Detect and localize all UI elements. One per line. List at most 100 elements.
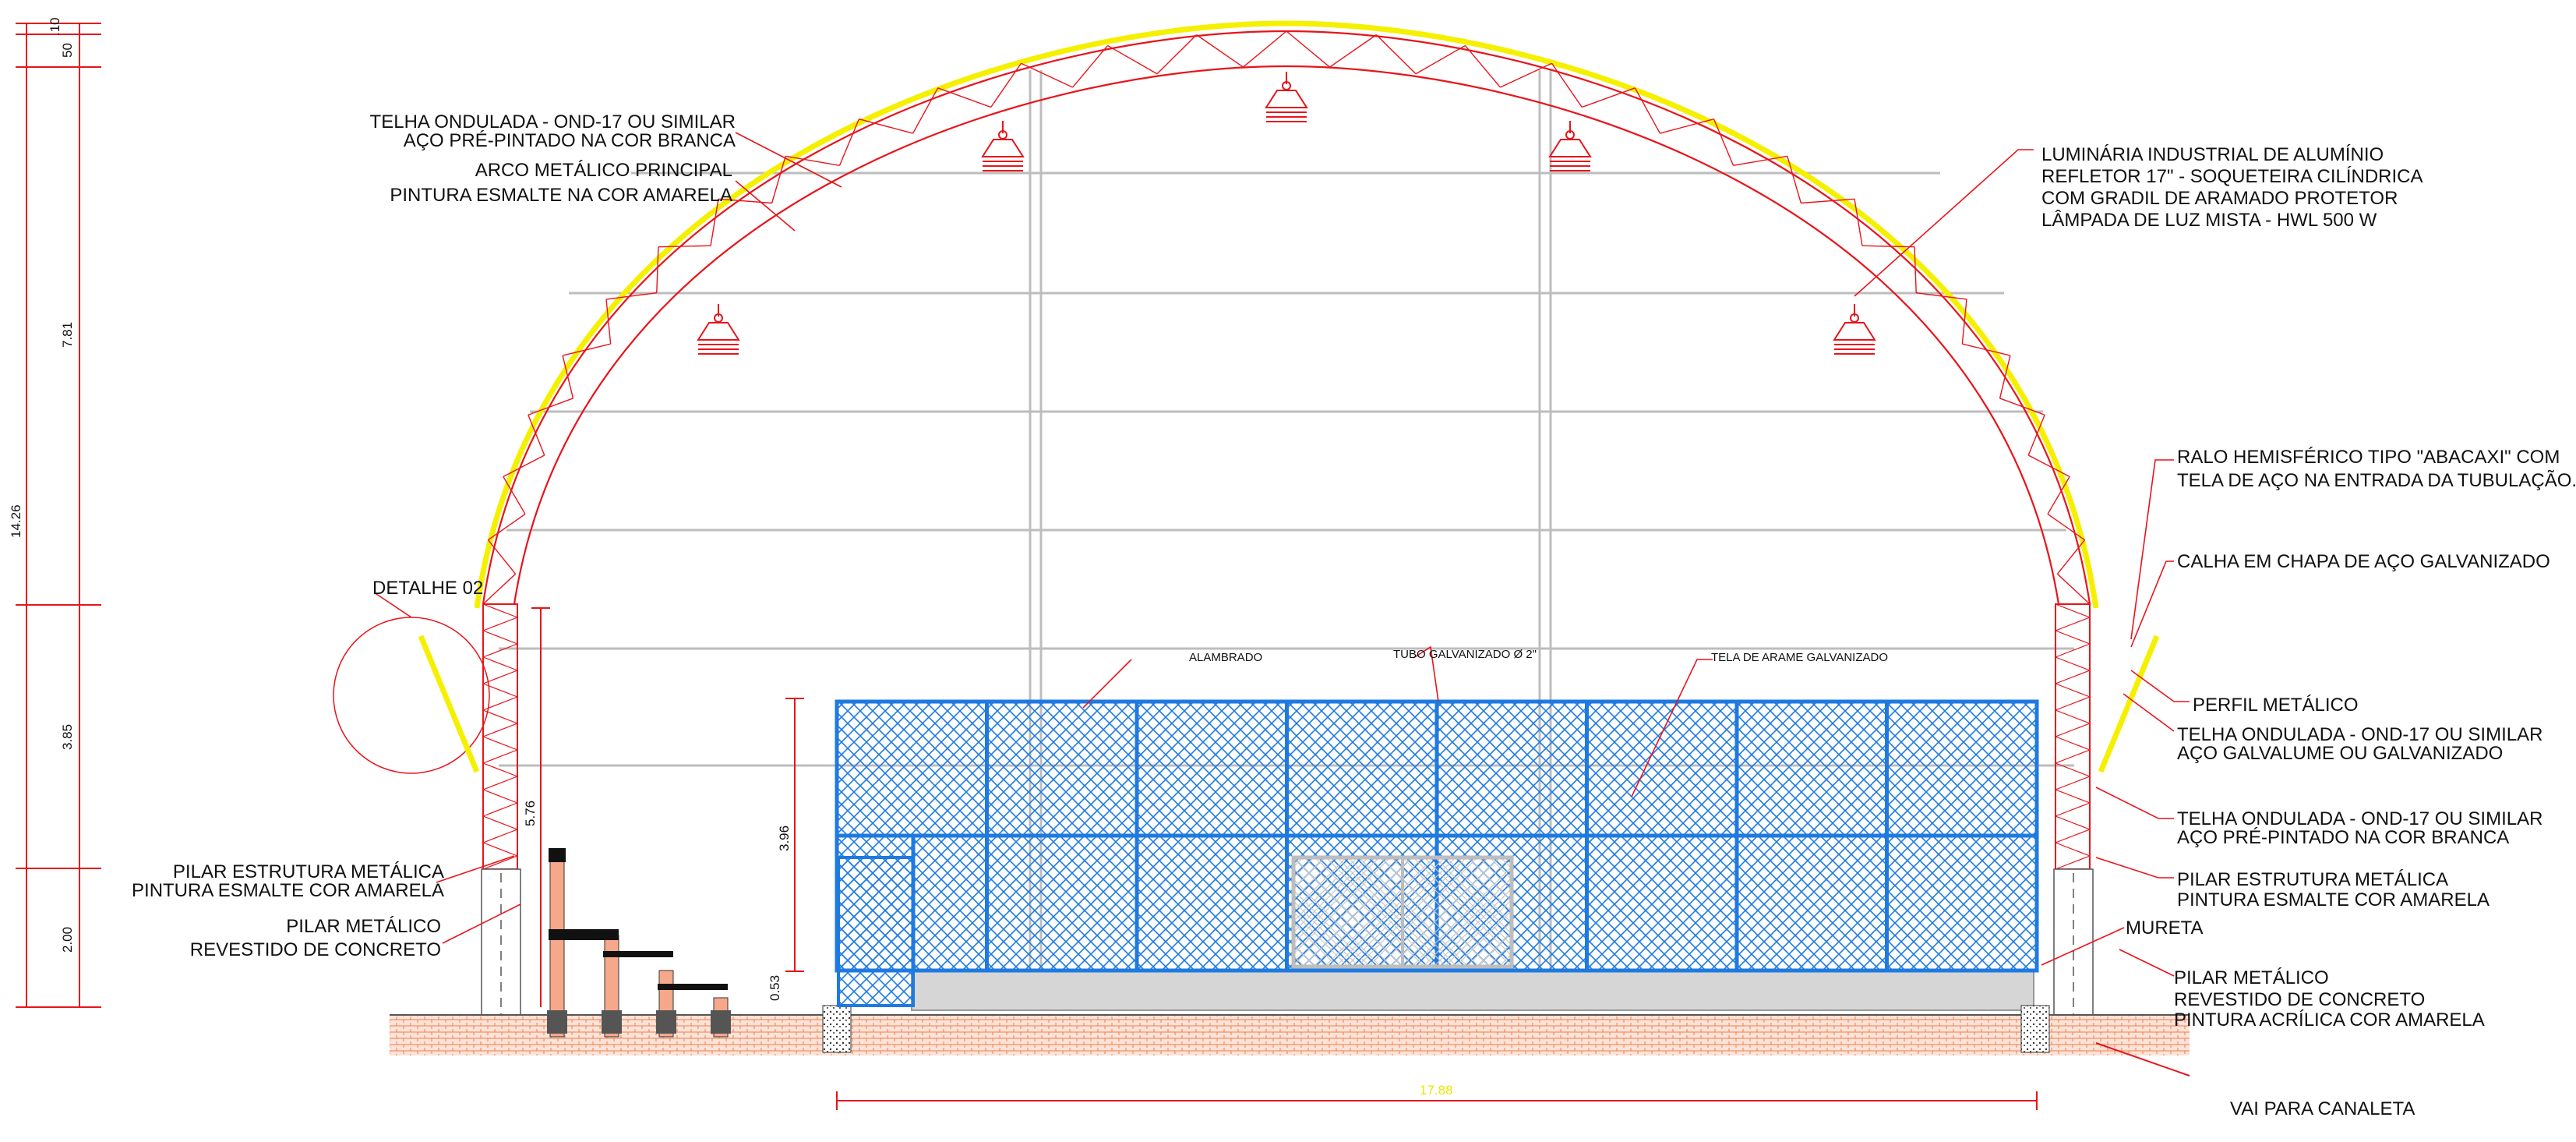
- label-drain: RALO HEMISFÉRICO TIPO "ABACAXI" COM: [2177, 447, 2560, 468]
- column-diagonal: [482, 762, 518, 777]
- truss-diagonal: [1733, 155, 1787, 166]
- column-diagonal: [2055, 802, 2091, 817]
- column-diagonal: [2055, 683, 2091, 698]
- dim-053: 0.53: [768, 975, 782, 1001]
- truss-diagonal: [838, 118, 860, 166]
- label-lamp: LUMINÁRIA INDUSTRIAL DE ALUMÍNIO: [2041, 144, 2384, 165]
- column-diagonal: [482, 829, 518, 843]
- bleacher-post: [549, 849, 565, 1038]
- dim-1788: 17.88: [1420, 1083, 1453, 1098]
- label-tile-white: TELHA ONDULADA - OND-17 OU SIMILAR: [2177, 808, 2542, 829]
- column-truss-web: [482, 603, 2091, 870]
- fence: [835, 699, 2039, 1007]
- column-diagonal: [2055, 776, 2091, 790]
- label-profile: PERFIL METÁLICO: [2193, 695, 2358, 716]
- column-diagonal: [2055, 603, 2091, 618]
- truss-diagonal: [1582, 87, 1636, 108]
- label-tile-white: AÇO PRÉ-PINTADO NA COR BRANCA: [2177, 827, 2509, 848]
- truss-diagonal: [710, 199, 719, 246]
- column-diagonal: [2055, 815, 2091, 830]
- label-alambrado: ALAMBRADO: [1189, 651, 1262, 664]
- truss-diagonal: [1500, 62, 1552, 88]
- dim-200: 2.00: [60, 927, 75, 953]
- court-slab: [911, 969, 2034, 1011]
- dim-10: .10: [48, 17, 62, 36]
- ground: [390, 969, 2190, 1077]
- column-diagonal: [482, 776, 518, 790]
- bleacher-seat: [603, 951, 673, 957]
- label-lamp: COM GRADIL DE ARAMADO PROTETOR: [2041, 188, 2398, 209]
- detail-02-marker: [333, 592, 2160, 774]
- column-diagonal: [2055, 789, 2091, 804]
- truss-diagonal: [2047, 513, 2085, 541]
- truss-diagonal: [562, 355, 574, 399]
- bleacher-footing: [602, 1010, 622, 1034]
- dim-576: 5.76: [523, 801, 538, 826]
- truss-diagonal: [562, 343, 611, 356]
- bleacher-footing: [547, 1010, 567, 1034]
- light-fixture: [981, 121, 1025, 171]
- right-column-truss: [2055, 603, 2091, 870]
- column-diagonal: [482, 709, 518, 724]
- truss-diagonal: [605, 299, 612, 345]
- truss-diagonal: [1021, 62, 1073, 88]
- truss-diagonal: [1961, 299, 1967, 345]
- label-right-pillar: PINTURA ESMALTE COR AMARELA: [2177, 889, 2490, 910]
- truss-diagonal: [1999, 398, 2045, 415]
- truss-diagonal: [2056, 539, 2086, 575]
- column-diagonal: [482, 749, 518, 764]
- truss-diagonal: [605, 292, 657, 300]
- dim-396: 3.96: [777, 826, 792, 851]
- column-diagonal: [482, 842, 518, 857]
- truss-diagonal: [1861, 245, 1915, 248]
- label-left-pillar: PINTURA ESMALTE COR AMARELA: [132, 880, 444, 901]
- truss-diagonal: [482, 573, 517, 605]
- label-roof-tile: TELHA ONDULADA - OND-17 OU SIMILAR: [370, 111, 736, 133]
- label-lamp: LÂMPADA DE LUZ MISTA - HWL 500 W: [2041, 210, 2377, 231]
- column-diagonal: [2055, 643, 2091, 658]
- column-diagonal: [482, 643, 518, 658]
- truss-diagonal: [487, 539, 517, 575]
- column-diagonal: [2055, 749, 2091, 764]
- fence-gate: [837, 856, 915, 1007]
- right-footing: [2020, 1005, 2050, 1053]
- ground-fill: [390, 1015, 2190, 1055]
- column-diagonal: [2055, 723, 2091, 737]
- column-diagonal: [2055, 709, 2091, 724]
- column-diagonal: [482, 855, 518, 870]
- light-fixture: [697, 304, 740, 355]
- bleacher-seat: [549, 848, 566, 862]
- truss-diagonal: [785, 155, 840, 166]
- column-diagonal: [2055, 736, 2091, 751]
- truss-diagonal: [656, 246, 659, 293]
- arch-inner-chord: [513, 65, 2060, 605]
- truss-diagonal: [990, 62, 1022, 108]
- column-diagonal: [2055, 829, 2091, 843]
- dim-1426: 14.26: [9, 504, 23, 538]
- label-drain: TELA DE AÇO NA ENTRADA DA TUBULAÇÃO.: [2177, 470, 2576, 491]
- arch-roof-tile: [474, 20, 2099, 609]
- bleachers: [547, 848, 731, 1038]
- truss-diagonal: [1999, 355, 2011, 399]
- label-left-pillar: PILAR ESTRUTURA METÁLICA: [173, 861, 444, 882]
- label-main-arch: PINTURA ESMALTE NA COR AMARELA: [390, 185, 732, 206]
- truss-diagonal: [528, 414, 545, 456]
- bleacher-seat: [658, 984, 728, 990]
- truss-diagonal: [2056, 573, 2091, 605]
- truss-diagonal: [1713, 118, 1734, 166]
- column-diagonal: [482, 736, 518, 751]
- truss-diagonal: [1801, 198, 1855, 204]
- truss-diagonal: [1916, 292, 1967, 300]
- truss-diagonal: [1242, 30, 1287, 68]
- column-diagonal: [2055, 855, 2091, 870]
- label-roof-tile: AÇO PRÉ-PINTADO NA COR BRANCA: [404, 130, 736, 151]
- label-left-concrete-pillar: REVESTIDO DE CONCRETO: [190, 939, 441, 960]
- column-diagonal: [482, 617, 518, 631]
- label-gutter: CALHA EM CHAPA DE AÇO GALVANIZADO: [2177, 551, 2550, 572]
- truss-diagonal: [1962, 343, 2011, 356]
- light-fixture: [1548, 121, 1592, 171]
- column-diagonal: [482, 670, 518, 684]
- label-canaleta: VAI PARA CANALETA: [2230, 1098, 2415, 1119]
- truss-diagonal: [1286, 30, 1331, 68]
- truss-diagonal: [1072, 44, 1109, 88]
